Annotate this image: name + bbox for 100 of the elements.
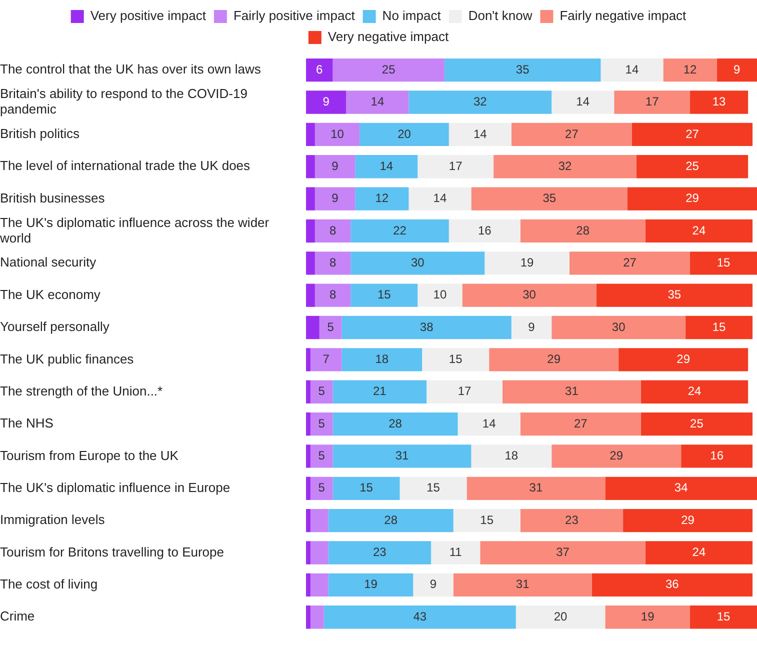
bar bbox=[511, 122, 632, 146]
bar bbox=[332, 444, 472, 468]
bar bbox=[346, 90, 409, 114]
data-label: 18 bbox=[375, 352, 389, 366]
bar bbox=[306, 122, 315, 146]
bar bbox=[453, 508, 520, 532]
bar bbox=[306, 476, 310, 500]
data-label: 22 bbox=[393, 223, 407, 238]
y-tick-label: The UK's diplomatic influence across the wider world bbox=[0, 214, 270, 246]
data-label: 28 bbox=[576, 223, 590, 238]
data-label: 10 bbox=[433, 288, 447, 302]
data-label: 16 bbox=[710, 448, 724, 463]
data-label: 29 bbox=[676, 352, 690, 366]
data-label: 20 bbox=[398, 126, 412, 141]
bar bbox=[605, 476, 757, 500]
y-tick-label: The strength of the Union...* bbox=[0, 383, 163, 398]
bar bbox=[632, 122, 753, 146]
y-tick-label: The UK public finances bbox=[0, 351, 134, 366]
data-label: 30 bbox=[612, 320, 626, 334]
data-label: 28 bbox=[388, 416, 402, 430]
data-label: 25 bbox=[690, 416, 704, 430]
data-label: 17 bbox=[645, 94, 660, 109]
legend-label: No impact bbox=[382, 8, 442, 24]
data-label: 21 bbox=[373, 384, 387, 398]
data-label: 37 bbox=[556, 545, 570, 560]
data-label: 8 bbox=[329, 223, 336, 238]
bar bbox=[690, 606, 757, 629]
data-label: 29 bbox=[686, 191, 700, 206]
data-label: 15 bbox=[716, 255, 731, 270]
bar bbox=[592, 573, 753, 597]
data-label: 18 bbox=[504, 448, 518, 463]
bar bbox=[623, 508, 753, 532]
legend-label: Very positive impact bbox=[90, 8, 206, 24]
bar bbox=[306, 348, 310, 372]
data-label: 14 bbox=[473, 126, 488, 141]
bar bbox=[306, 573, 310, 597]
bar bbox=[314, 219, 351, 243]
bar bbox=[310, 444, 333, 468]
bar bbox=[466, 476, 606, 500]
data-label: 29 bbox=[681, 512, 695, 527]
data-label: 5 bbox=[318, 384, 326, 398]
data-label: 15 bbox=[716, 609, 731, 624]
data-label: 27 bbox=[686, 126, 700, 141]
data-label: 35 bbox=[668, 288, 682, 302]
data-label: 43 bbox=[413, 609, 427, 624]
bar bbox=[628, 187, 757, 210]
bar bbox=[314, 252, 351, 275]
bar bbox=[306, 219, 315, 243]
data-label: 31 bbox=[565, 384, 579, 398]
y-tick-label: British businesses bbox=[0, 190, 106, 206]
data-label: 19 bbox=[520, 255, 534, 270]
bar bbox=[310, 348, 342, 372]
bar bbox=[502, 380, 641, 404]
data-label: 17 bbox=[458, 384, 472, 398]
data-label: 36 bbox=[665, 577, 680, 592]
legend-label: Very negative impact bbox=[328, 29, 449, 44]
data-label: 9 bbox=[332, 191, 339, 206]
data-label: 31 bbox=[516, 577, 530, 592]
data-label: 14 bbox=[482, 416, 496, 430]
data-label: 9 bbox=[332, 158, 339, 173]
data-label: 23 bbox=[565, 512, 579, 527]
bar bbox=[690, 90, 748, 114]
bar bbox=[306, 187, 315, 210]
data-label: 27 bbox=[623, 255, 637, 270]
bar bbox=[310, 380, 333, 404]
bar bbox=[306, 155, 315, 178]
bar bbox=[306, 252, 315, 275]
y-tick-label: The NHS bbox=[0, 416, 54, 431]
data-label: 24 bbox=[692, 545, 706, 560]
data-label: 23 bbox=[373, 545, 387, 560]
y-tick-label: The level of international trade the UK does bbox=[0, 158, 251, 174]
data-label: 34 bbox=[674, 480, 688, 495]
legend-label: Fairly positive impact bbox=[233, 8, 356, 24]
y-tick-label: Tourism for Britons travelling to Europe bbox=[0, 544, 224, 560]
data-label: 27 bbox=[574, 416, 588, 430]
bar bbox=[310, 606, 324, 629]
data-label: 24 bbox=[688, 384, 702, 398]
data-label: 14 bbox=[370, 94, 384, 109]
bar bbox=[520, 508, 624, 532]
bar bbox=[636, 155, 748, 178]
bar bbox=[306, 58, 333, 82]
y-tick-label: British politics bbox=[0, 126, 80, 142]
bar bbox=[426, 380, 502, 404]
data-label: 5 bbox=[318, 480, 326, 495]
bar bbox=[332, 476, 400, 500]
data-label: 8 bbox=[329, 288, 336, 302]
bar bbox=[319, 316, 342, 340]
bar bbox=[355, 187, 409, 210]
bar bbox=[310, 476, 333, 500]
data-label: 24 bbox=[692, 223, 706, 238]
bar bbox=[716, 58, 757, 82]
bar bbox=[328, 541, 432, 564]
bar bbox=[690, 252, 757, 275]
bar bbox=[332, 380, 427, 404]
bar bbox=[310, 412, 333, 436]
bar bbox=[489, 348, 619, 372]
bar bbox=[314, 187, 356, 210]
data-label: 27 bbox=[565, 126, 579, 141]
data-label: 19 bbox=[640, 609, 655, 624]
data-label: 12 bbox=[683, 62, 698, 76]
